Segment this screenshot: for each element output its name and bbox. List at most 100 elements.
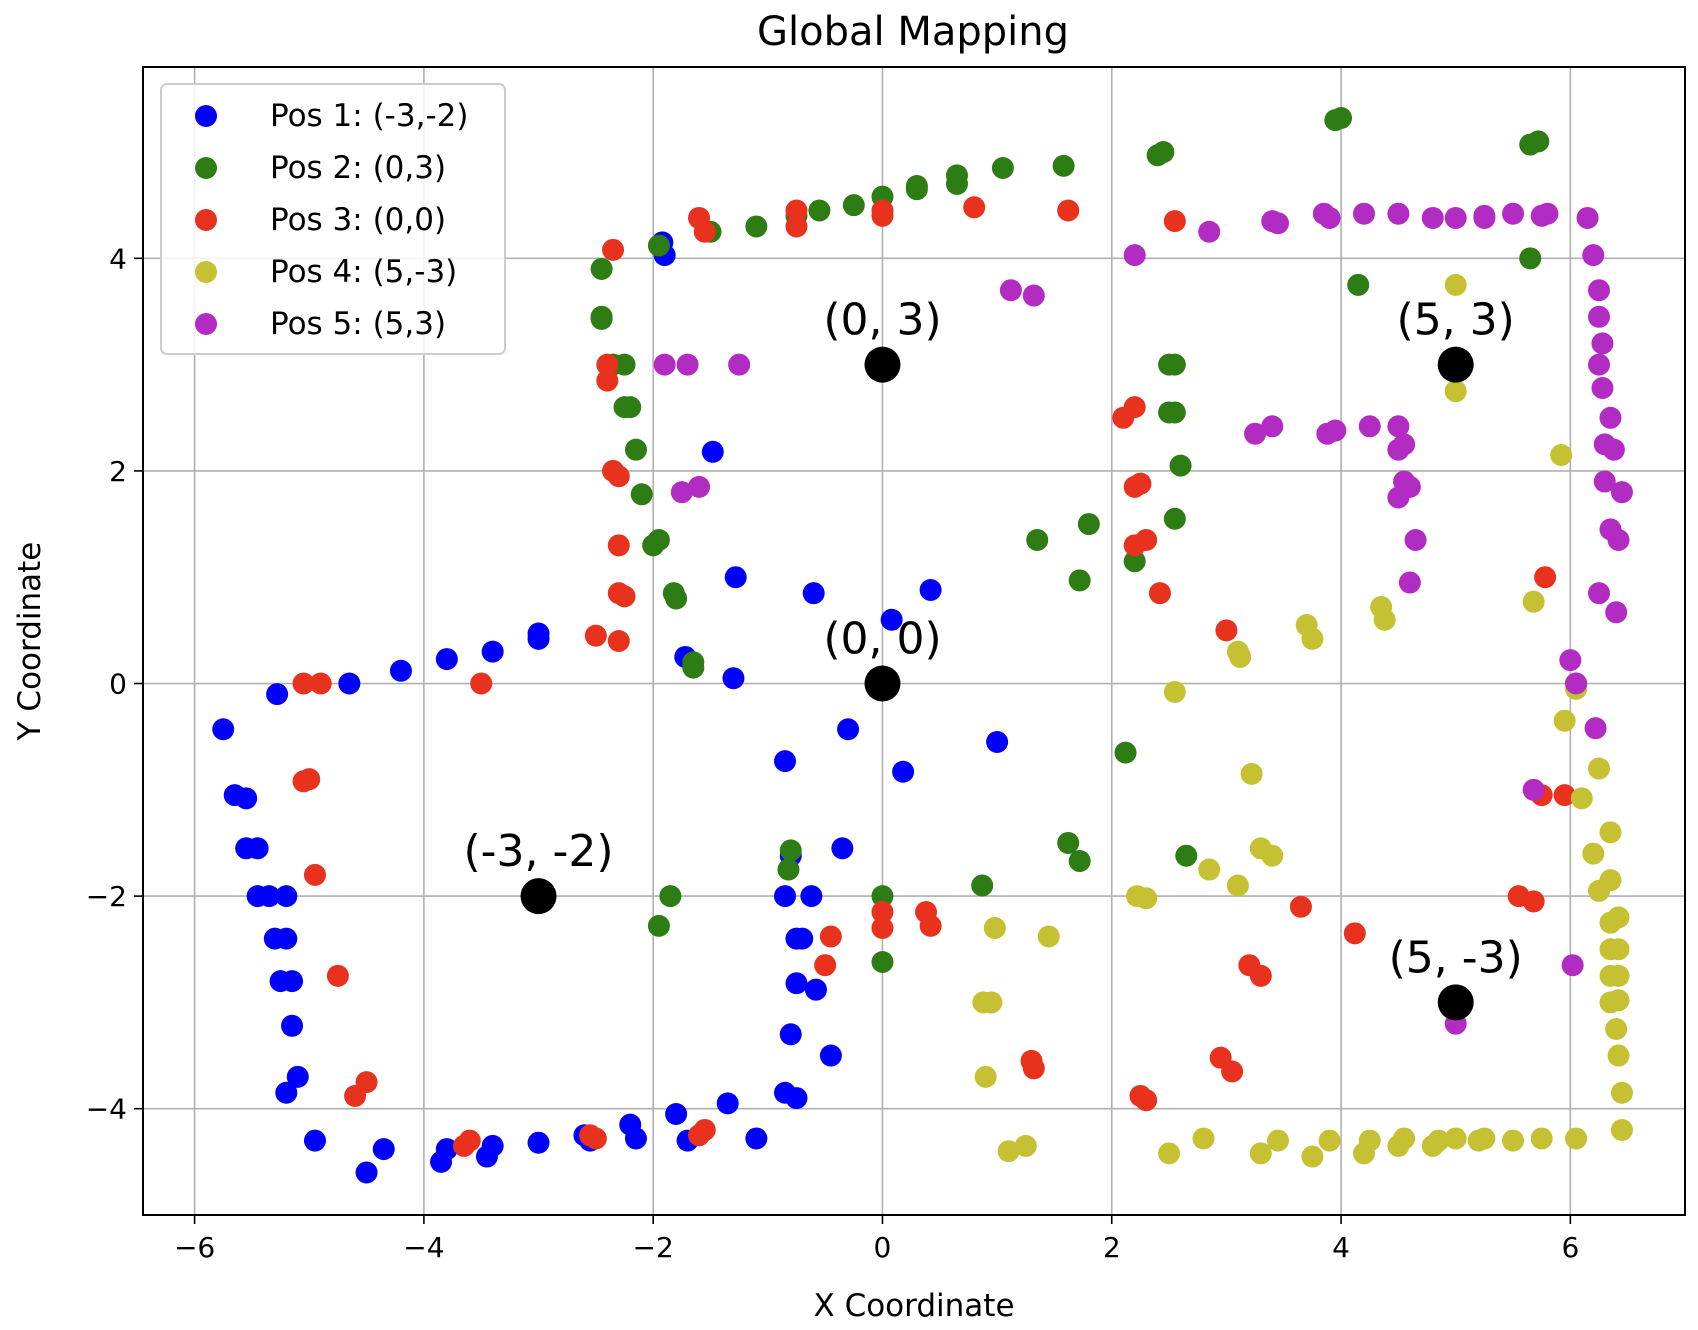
data-point xyxy=(372,1138,395,1161)
data-point xyxy=(584,1127,607,1150)
legend-box xyxy=(160,83,506,355)
data-point xyxy=(1599,869,1622,892)
data-point xyxy=(1444,1127,1467,1150)
data-point xyxy=(986,730,1009,753)
data-point xyxy=(1565,1127,1588,1150)
data-point xyxy=(613,585,636,608)
data-point xyxy=(258,885,281,908)
data-point xyxy=(647,529,670,552)
data-point xyxy=(1553,709,1576,732)
data-point xyxy=(1221,1060,1244,1083)
data-point xyxy=(1588,582,1611,605)
data-point xyxy=(1037,925,1060,948)
data-point xyxy=(804,978,827,1001)
data-point xyxy=(1152,141,1175,164)
data-point xyxy=(1565,672,1588,695)
data-point xyxy=(1421,206,1444,229)
x-tick-label: −6 xyxy=(174,1231,215,1264)
x-tick-label: −4 xyxy=(403,1231,444,1264)
data-point xyxy=(785,215,808,238)
data-point xyxy=(590,307,613,330)
data-point xyxy=(1588,305,1611,328)
data-point xyxy=(1347,273,1370,296)
data-point xyxy=(246,837,269,860)
data-point xyxy=(1135,887,1158,910)
data-point xyxy=(1536,202,1559,225)
y-tick-label: 0 xyxy=(109,668,127,701)
data-point xyxy=(1229,645,1252,668)
data-point xyxy=(1610,481,1633,504)
legend-label: Pos 4: (5,-3) xyxy=(270,254,457,290)
data-point xyxy=(619,396,642,419)
data-point xyxy=(1215,619,1238,642)
data-point xyxy=(871,917,894,939)
x-tick-label: 4 xyxy=(1332,1231,1350,1264)
legend-marker xyxy=(195,313,217,335)
data-point xyxy=(1129,472,1152,495)
reference-point-label: (0, 0) xyxy=(823,614,941,665)
legend-label: Pos 5: (5,3) xyxy=(270,306,446,342)
data-point xyxy=(1404,529,1427,552)
data-point xyxy=(435,648,458,671)
data-points xyxy=(212,107,1633,1184)
data-point xyxy=(1148,582,1171,605)
data-point xyxy=(1261,844,1284,867)
data-point xyxy=(785,972,808,995)
data-point xyxy=(1553,784,1576,807)
data-point xyxy=(235,787,258,810)
data-point xyxy=(971,874,994,897)
data-point xyxy=(1163,681,1186,704)
data-point xyxy=(1261,415,1284,438)
data-point xyxy=(1249,964,1272,987)
reference-point-marker xyxy=(864,346,901,383)
data-point xyxy=(665,1103,688,1126)
data-point xyxy=(624,438,647,461)
reference-point-label: (5, -3) xyxy=(1389,932,1523,983)
data-point xyxy=(1163,401,1186,424)
data-point xyxy=(774,885,797,908)
data-point xyxy=(892,760,915,783)
x-tick-label: 0 xyxy=(874,1231,892,1264)
data-point xyxy=(281,1014,304,1037)
data-point xyxy=(1599,406,1622,429)
data-point xyxy=(1473,206,1496,229)
data-point xyxy=(1427,1129,1450,1152)
data-point xyxy=(880,608,903,631)
grid xyxy=(143,67,1685,1215)
data-point xyxy=(1301,627,1324,650)
data-point xyxy=(1607,964,1630,987)
data-point xyxy=(630,483,653,506)
data-point xyxy=(275,1081,298,1104)
data-point xyxy=(286,1065,309,1088)
data-point xyxy=(999,279,1022,302)
data-point xyxy=(1522,590,1545,613)
legend-marker xyxy=(195,209,217,231)
data-point xyxy=(1123,550,1146,573)
data-point xyxy=(303,1129,326,1152)
data-point xyxy=(728,353,751,376)
data-point xyxy=(659,885,682,908)
data-point xyxy=(607,630,630,652)
data-point xyxy=(991,156,1014,179)
data-point xyxy=(1607,938,1630,961)
data-point xyxy=(1610,1081,1633,1104)
data-point xyxy=(724,566,747,589)
reference-point-label: (-3, -2) xyxy=(464,826,614,877)
data-point xyxy=(1057,199,1080,222)
data-point xyxy=(819,1044,842,1067)
data-point xyxy=(1163,353,1186,376)
data-point xyxy=(1588,757,1611,780)
data-point xyxy=(919,578,942,601)
data-point xyxy=(1373,608,1396,631)
data-point xyxy=(602,238,625,261)
data-point xyxy=(1387,486,1410,509)
data-point xyxy=(1530,1127,1553,1150)
data-point xyxy=(1022,1057,1045,1080)
data-point xyxy=(275,927,298,950)
data-point xyxy=(693,220,716,243)
data-point xyxy=(842,194,865,217)
data-point xyxy=(1550,443,1573,466)
data-point xyxy=(1605,1017,1628,1040)
data-point xyxy=(1226,874,1249,897)
